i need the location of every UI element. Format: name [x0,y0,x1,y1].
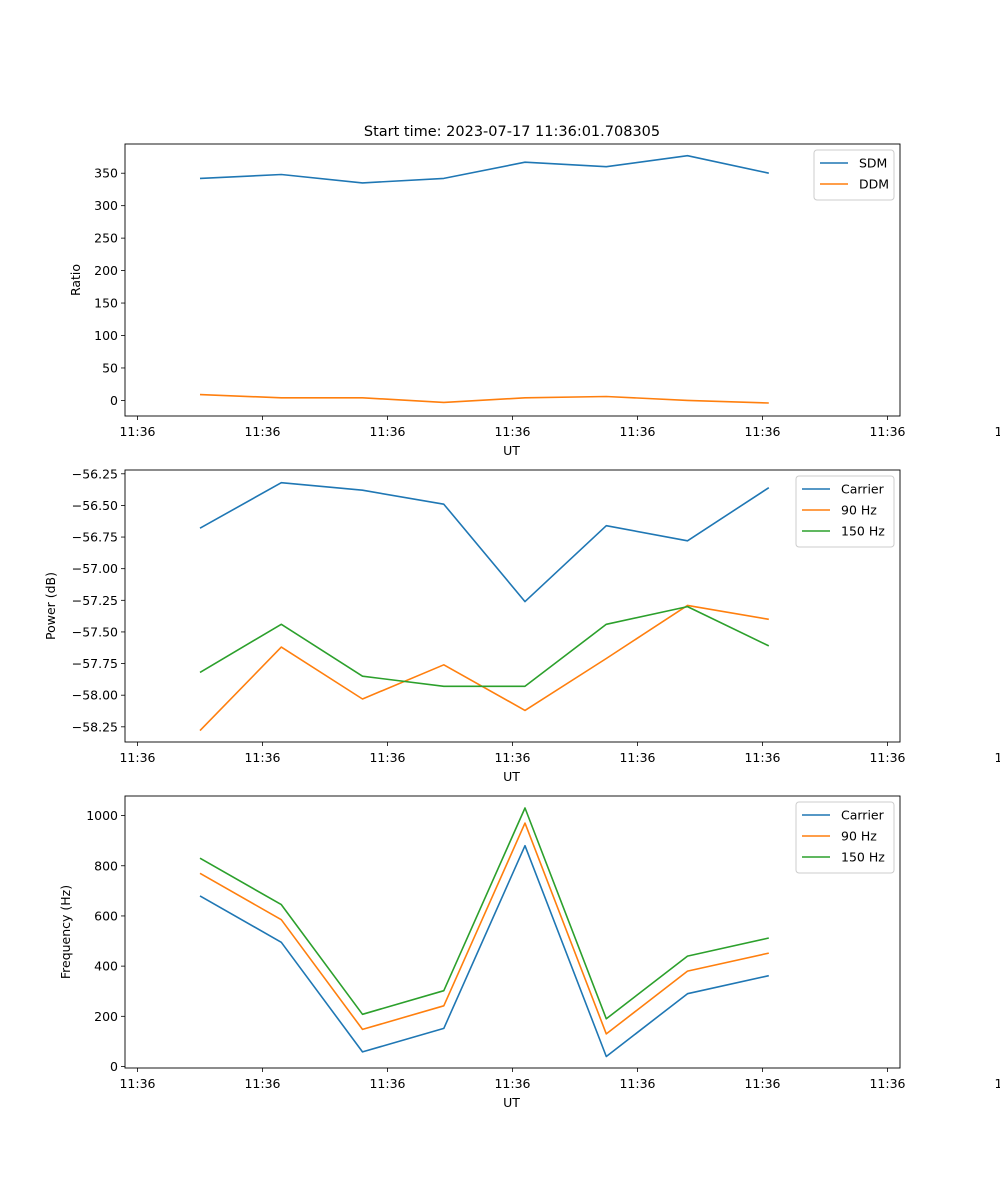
legend-box [795,801,895,874]
x-tick-label: 11:36 [744,750,780,765]
series-line-90-hz [199,604,769,732]
y-axis-label: Frequency (Hz) [58,885,73,979]
legend: Carrier 90 Hz 150 Hz [795,801,895,874]
series-line-ddm [199,393,769,404]
y-tick-label: 400 [94,959,118,974]
y-tick-label: −56.75 [72,530,118,545]
axes-frame [124,469,901,743]
x-axis-label: UT [503,1095,520,1110]
y-tick-label: −57.00 [72,561,118,576]
y-tick-label: 300 [94,198,118,213]
y-tick-label: 800 [94,858,118,873]
y-tick-label: 200 [94,1009,118,1024]
y-tick-label: 1000 [86,808,118,823]
series-line-150-hz [199,807,769,1020]
x-tick-label: 11:36 [369,1076,405,1091]
x-tick-label: 11:36 [869,1076,905,1091]
y-tick-label: −58.25 [72,719,118,734]
x-tick-label: 11:36 [244,1076,280,1091]
legend-label: 150 Hz [841,524,885,539]
x-tick-label: 11:36 [244,424,280,439]
x-tick-label: 11:36 [119,750,155,765]
y-axis-label: Ratio [68,264,83,296]
series-line-carrier [199,481,770,603]
series-line-sdm [199,154,769,184]
legend: SDM DDM [813,149,895,201]
y-tick-label: 600 [94,908,118,923]
y-tick-label: 0 [110,393,118,408]
x-tick-label: 11:36 [369,750,405,765]
x-tick-label: 11:36 [869,750,905,765]
x-tick-label: 11:36 [744,1076,780,1091]
y-tick-label: 0 [110,1059,118,1074]
legend-label: DDM [859,177,889,192]
x-tick-label: 11:37 [994,1076,1000,1091]
x-tick-label: 11:36 [119,1076,155,1091]
x-tick-label: 11:36 [869,424,905,439]
panel-2: 11:36 11:36 11:36 11:36 11:36 11:36 11:36 11:37… [43,466,1000,784]
y-tick-label: −57.50 [72,624,118,639]
panel-1: 11:36 11:36 11:36 11:36 11:36 11:36 11:36 11:37… [68,143,1000,458]
y-tick-label: 200 [94,263,118,278]
legend-label: 90 Hz [841,829,877,844]
x-tick-label: 11:36 [619,750,655,765]
y-tick-label: −58.00 [72,688,118,703]
y-tick-label: −57.75 [72,656,118,671]
y-tick-label: 250 [94,231,118,246]
chart-title: Start time: 2023-07-17 11:36:01.708305 [364,124,660,140]
legend-label: Carrier [841,808,885,823]
y-tick-label: −57.25 [72,593,118,608]
x-axis-label: UT [503,443,520,458]
legend-label: Carrier [841,482,885,497]
x-tick-label: 11:37 [994,750,1000,765]
x-tick-label: 11:36 [494,750,530,765]
y-tick-label: −56.50 [72,498,118,513]
series-line-90-hz [199,822,769,1035]
y-tick-label: −56.25 [72,466,118,481]
x-tick-label: 11:36 [244,750,280,765]
legend-label: 90 Hz [841,503,877,518]
x-tick-label: 11:36 [119,424,155,439]
legend-label: 150 Hz [841,850,885,865]
x-tick-label: 11:36 [744,424,780,439]
x-axis-label: UT [503,769,520,784]
series-line-carrier [199,844,769,1058]
y-tick-label: 150 [94,296,118,311]
legend: Carrier 90 Hz 150 Hz [795,475,895,548]
y-axis-label: Power (dB) [43,572,58,640]
series-line-150-hz [199,605,770,688]
y-tick-label: 350 [94,166,118,181]
x-tick-label: 11:37 [994,424,1000,439]
x-tick-label: 11:36 [369,424,405,439]
y-tick-label: 100 [94,328,118,343]
x-tick-label: 11:36 [494,424,530,439]
axes-frame [124,143,901,417]
x-tick-label: 11:36 [619,1076,655,1091]
legend-box [795,475,895,548]
panel-3: 11:36 11:36 11:36 11:36 11:36 11:36 11:36 11:37… [58,795,1000,1110]
x-tick-label: 11:36 [494,1076,530,1091]
legend-label: SDM [859,156,887,171]
x-tick-label: 11:36 [619,424,655,439]
y-tick-label: 50 [102,360,118,375]
